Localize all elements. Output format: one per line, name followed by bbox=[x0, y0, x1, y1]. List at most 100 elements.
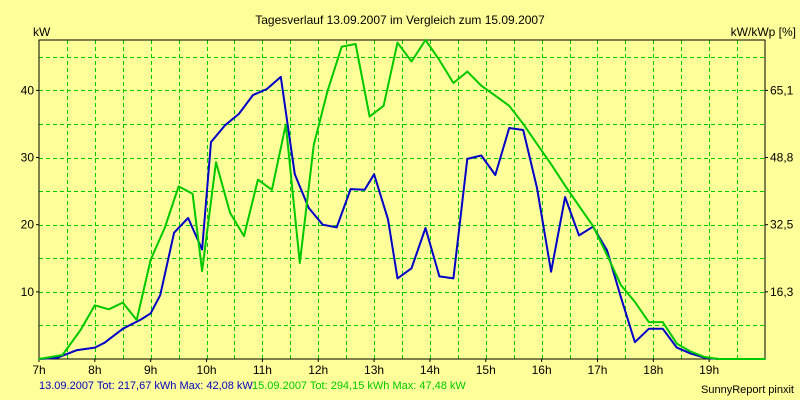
data-point-series-1 bbox=[140, 318, 142, 321]
x-tick-label: 14h bbox=[420, 363, 440, 377]
data-point-series-2 bbox=[452, 82, 455, 84]
data-point-series-2 bbox=[522, 123, 524, 125]
data-point-series-2 bbox=[61, 354, 64, 356]
y-axis-left-label: kW bbox=[33, 25, 51, 39]
data-point-series-1 bbox=[363, 189, 366, 191]
data-point-series-2 bbox=[466, 70, 469, 73]
x-tick-label: 13h bbox=[364, 363, 384, 377]
data-point-series-2 bbox=[396, 41, 399, 44]
data-point-series-2 bbox=[438, 59, 441, 61]
y-tick-label-right: 48,8 bbox=[770, 151, 794, 165]
data-point-series-2 bbox=[340, 45, 343, 48]
x-tick-label: 9h bbox=[144, 363, 157, 377]
y-tick-label-left: 20 bbox=[21, 218, 35, 232]
x-tick-label: 7h bbox=[32, 363, 45, 377]
plot-frame bbox=[38, 39, 766, 360]
data-point-series-1 bbox=[508, 127, 511, 129]
data-point-series-2 bbox=[717, 358, 720, 360]
y-tick-label-right: 16,3 bbox=[770, 285, 794, 299]
data-point-series-1 bbox=[438, 275, 441, 278]
data-point-series-2 bbox=[94, 304, 96, 307]
data-point-series-1 bbox=[201, 248, 203, 251]
axes bbox=[36, 39, 768, 362]
data-point-series-2 bbox=[676, 342, 678, 345]
data-point-series-2 bbox=[480, 84, 483, 87]
x-tick-label: 10h bbox=[197, 363, 217, 377]
data-point-series-1 bbox=[648, 328, 650, 330]
data-point-series-1 bbox=[238, 113, 240, 115]
data-point-series-2 bbox=[550, 163, 552, 165]
credit-text: SunnyReport pinxit bbox=[701, 384, 794, 396]
data-point-series-2 bbox=[354, 43, 357, 45]
data-point-series-2 bbox=[368, 115, 371, 118]
data-point-series-2 bbox=[285, 123, 287, 126]
data-point-series-2 bbox=[689, 350, 692, 353]
data-point-series-2 bbox=[191, 193, 194, 195]
data-point-series-1 bbox=[210, 141, 212, 143]
data-point-series-1 bbox=[349, 188, 352, 190]
data-point-series-2 bbox=[620, 284, 622, 286]
data-point-series-1 bbox=[676, 346, 678, 349]
data-point-series-2 bbox=[229, 211, 231, 214]
x-tick-label: 16h bbox=[532, 363, 552, 377]
data-point-series-1 bbox=[94, 346, 96, 349]
data-point-series-2 bbox=[424, 39, 427, 41]
data-point-series-1 bbox=[550, 270, 552, 273]
data-point-series-1 bbox=[396, 277, 399, 280]
data-point-series-2 bbox=[703, 356, 706, 358]
data-point-series-1 bbox=[522, 129, 524, 131]
tick-labels: 7h 8h 9h 10h 11h 12h 13h 14h 15h 16h 17h 18h 19h 10 20… bbox=[21, 83, 794, 377]
y-tick-label-left: 10 bbox=[21, 285, 35, 299]
data-point-series-1 bbox=[480, 154, 483, 157]
data-point-series-2 bbox=[108, 308, 110, 311]
data-point-series-1 bbox=[307, 207, 310, 209]
data-point-series-1 bbox=[564, 196, 566, 198]
data-point-series-1 bbox=[620, 296, 622, 299]
data-point-series-2 bbox=[662, 321, 664, 323]
data-point-series-1 bbox=[266, 88, 268, 90]
data-point-series-1 bbox=[373, 173, 375, 176]
data-point-series-1 bbox=[410, 267, 413, 270]
data-point-series-2 bbox=[177, 185, 180, 188]
data-point-series-1 bbox=[578, 234, 580, 237]
data-point-series-1 bbox=[494, 174, 497, 176]
data-point-series-2 bbox=[122, 301, 124, 304]
x-tick-label: 15h bbox=[476, 363, 496, 377]
data-point-series-2 bbox=[313, 144, 315, 146]
data-point-series-1 bbox=[466, 158, 469, 160]
data-point-series-2 bbox=[299, 262, 301, 264]
data-point-series-1 bbox=[536, 187, 538, 190]
legend-series-2-summary: 15.09.2007 Tot: 294,15 kWh Max: 47,48 kW bbox=[252, 380, 466, 392]
data-point-series-2 bbox=[382, 105, 385, 107]
data-point-series-1 bbox=[252, 94, 254, 96]
data-point-series-2 bbox=[149, 258, 152, 261]
data-point-series-1 bbox=[149, 312, 152, 315]
x-tick-label: 12h bbox=[308, 363, 328, 377]
data-point-series-2 bbox=[80, 328, 82, 331]
data-point-series-1 bbox=[75, 349, 78, 352]
data-point-series-2 bbox=[536, 143, 538, 145]
data-point-series-2 bbox=[163, 227, 166, 229]
x-tick-label: 17h bbox=[587, 363, 607, 377]
legend-series-1-summary: 13.09.2007 Tot: 217,67 kWh Max: 42,08 kW bbox=[39, 380, 253, 392]
data-point-series-2 bbox=[135, 319, 138, 321]
data-point-series-1 bbox=[224, 124, 226, 127]
x-tick-label: 19h bbox=[699, 363, 719, 377]
data-point-series-2 bbox=[564, 184, 566, 187]
data-point-series-2 bbox=[257, 178, 259, 181]
data-point-series-1 bbox=[387, 218, 389, 221]
data-point-series-1 bbox=[335, 226, 338, 229]
data-point-series-2 bbox=[215, 161, 217, 163]
chart-title: Tagesverlauf 13.09.2007 im Vergleich zum… bbox=[255, 13, 545, 27]
data-point-series-1 bbox=[662, 328, 664, 330]
data-point-series-2 bbox=[634, 301, 636, 303]
data-point-series-2 bbox=[410, 60, 413, 63]
data-point-series-1 bbox=[689, 352, 692, 355]
grid-lines bbox=[39, 40, 765, 359]
y-axis-right-label: kW/kWp [%] bbox=[731, 25, 796, 39]
series-lines bbox=[38, 39, 766, 360]
data-point-series-2 bbox=[592, 225, 594, 227]
data-point-series-2 bbox=[494, 94, 497, 97]
data-point-series-1 bbox=[606, 249, 608, 251]
